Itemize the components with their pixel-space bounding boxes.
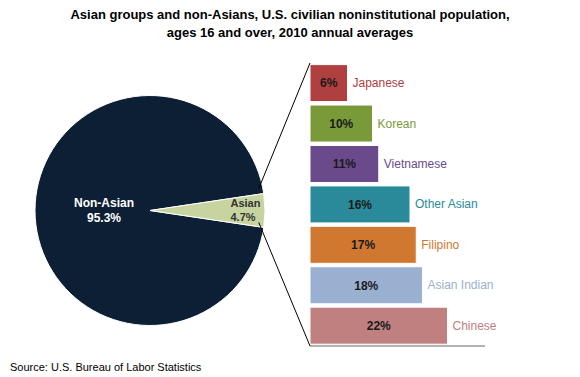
svg-text:Asian Indian: Asian Indian — [428, 278, 494, 292]
svg-text:22%: 22% — [367, 319, 391, 333]
svg-text:Chinese: Chinese — [453, 319, 497, 333]
svg-text:17%: 17% — [351, 238, 375, 252]
svg-text:Asian4.7%: Asian4.7% — [231, 197, 261, 223]
html-text:ages 16 and over, 2010 annual: ages 16 and over, 2010 annual averages — [166, 25, 414, 40]
svg-text:10%: 10% — [329, 117, 353, 131]
svg-text:16%: 16% — [348, 198, 372, 212]
svg-text:Non-Asian95.3%: Non-Asian95.3% — [74, 196, 134, 225]
html-text:Source: U.S. Bureau of Labor S: Source: U.S. Bureau of Labor Statistics — [10, 361, 202, 373]
svg-text:Filipino: Filipino — [421, 238, 459, 252]
svg-text:11%: 11% — [333, 157, 357, 171]
svg-text:Korean: Korean — [378, 117, 417, 131]
html-text:Asian groups and non-Asians, U: Asian groups and non-Asians, U.S. civili… — [70, 7, 510, 22]
svg-text:Japanese: Japanese — [353, 76, 405, 90]
svg-text:Vietnamese: Vietnamese — [384, 157, 447, 171]
svg-text:18%: 18% — [354, 279, 378, 293]
svg-text:6%: 6% — [320, 76, 338, 90]
svg-text:Other Asian: Other Asian — [415, 197, 478, 211]
